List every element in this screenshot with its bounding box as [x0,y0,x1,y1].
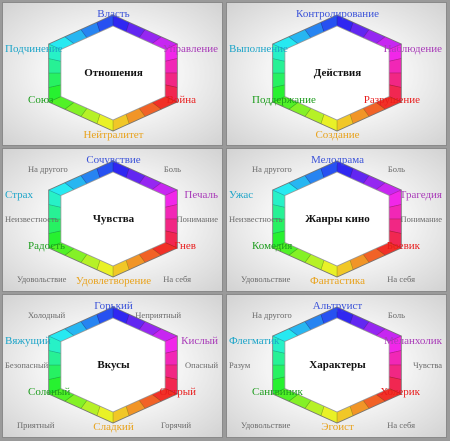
diagram-panel: Чувства Сочувствие Печаль Гнев Удовлетворени… [2,148,223,292]
hexagon-ring [47,306,179,424]
diagram-panel: Вкусы Горький Кислый Острый Сладкий Соленый Вя… [2,294,223,438]
hexagon-outline [48,14,178,132]
sublabel-top-right: Неприятный [135,310,181,320]
hexagon-center [284,25,390,121]
label-top: Власть [97,8,130,20]
hexagon-outline [272,160,402,278]
label-top-right: Кислый [181,335,218,347]
diagram-panel: Отношения Власть Управление Война Нейтралите… [2,2,223,146]
sublabel-bottom-right: Горячий [161,420,191,430]
hexagon-ring [271,306,403,424]
hexagon-center [60,171,166,267]
sublabel-top-right: Боль [163,164,181,174]
label-bottom-left: Радость [28,240,66,252]
label-top-left: Подчинение [5,43,63,55]
hexagon-center [284,171,390,267]
label-top: Контролирование [296,8,379,20]
label-top-left: Вяжущий [5,335,51,347]
label-top-left: Флегматик [229,335,280,347]
label-bottom-left: Союз [28,94,54,106]
panel-title: Вкусы [97,359,130,371]
label-top-left: Ужас [229,189,254,201]
label-bottom-right: Разрушение [363,94,420,106]
hexagon-outline [272,14,402,132]
label-bottom-left: Сангвиник [252,386,303,398]
label-top-right: Наблюдение [383,43,442,55]
sublabel-bottom-left: Удовольствие [241,274,291,284]
hexagon-ring [271,14,403,132]
sublabel-top-left: Холодный [28,310,66,320]
panel-title: Чувства [92,213,135,225]
hexagon-ring [47,160,179,278]
label-bottom-right: Боевик [386,240,420,252]
panel-title: Характеры [309,359,366,371]
label-top: Мелодрама [311,154,364,166]
panel-title: Жанры кино [305,213,370,225]
sublabel-right: Понимание [400,214,442,224]
diagram-panel: Характеры Альтруист Меланхолик Холерик Эгоис… [226,294,447,438]
label-top: Сочувствие [86,154,141,166]
sublabel-bottom-left: Удовольствие [241,420,291,430]
sublabel-left: Безопасный [5,360,49,370]
hexagon-outline [48,160,178,278]
sublabel-top-left: На другого [28,164,68,174]
sublabel-bottom-right: На себя [387,274,415,284]
label-bottom-right: Холерик [380,386,420,398]
label-top-right: Меланхолик [384,335,442,347]
label-top-right: Печаль [184,189,218,201]
label-bottom-left: Соленый [28,386,71,398]
label-bottom: Сладкий [93,421,134,433]
label-bottom: Удовлетворение [75,275,152,287]
hexagon-center [284,317,390,413]
sublabel-bottom-left: Приятный [17,420,55,430]
panel-title: Отношения [84,67,143,79]
label-top: Альтруист [312,300,363,312]
hexagon-outline [48,306,178,424]
sublabel-right: Понимание [176,214,218,224]
label-top: Горький [94,300,133,312]
diagram-panel: Действия Контролирование Наблюдение Разруше… [226,2,447,146]
sublabel-bottom-left: Удовольствие [17,274,67,284]
label-top-right: Трагедия [399,189,442,201]
sublabel-top-left: На другого [252,310,292,320]
label-bottom: Создание [315,129,360,141]
label-bottom-right: Война [166,94,197,106]
sublabel-top-left: На другого [252,164,292,174]
label-top-left: Страх [5,189,34,201]
sublabel-left: Неизвестность [5,214,59,224]
label-bottom-right: Острый [159,386,196,398]
label-bottom: Фантастика [310,275,365,287]
label-bottom: Нейтралитет [83,129,144,141]
diagram-panel: Жанры кино Мелодрама Трагедия Боевик Фантаст… [226,148,447,292]
sublabel-bottom-right: На себя [163,274,191,284]
sublabel-top-right: Боль [387,310,405,320]
label-bottom-right: Гнев [174,240,196,252]
sublabel-right: Опасный [184,360,218,370]
sublabel-left: Неизвестность [229,214,283,224]
hexagon-outline [272,306,402,424]
hexagon-center [60,317,166,413]
hexagon-ring [271,160,403,278]
sublabel-top-right: Боль [387,164,405,174]
label-bottom-left: Поддержание [252,94,316,106]
sublabel-bottom-right: На себя [387,420,415,430]
sublabel-left: Разум [229,360,251,370]
panel-title: Действия [313,67,362,79]
hexagon-ring [47,14,179,132]
label-bottom-left: Комедия [252,240,293,252]
label-top-right: Управление [162,43,218,55]
sublabel-right: Чувства [413,360,442,370]
label-top-left: Выполнение [229,43,288,55]
hexagon-center [60,25,166,121]
label-bottom: Эгоист [321,421,354,433]
